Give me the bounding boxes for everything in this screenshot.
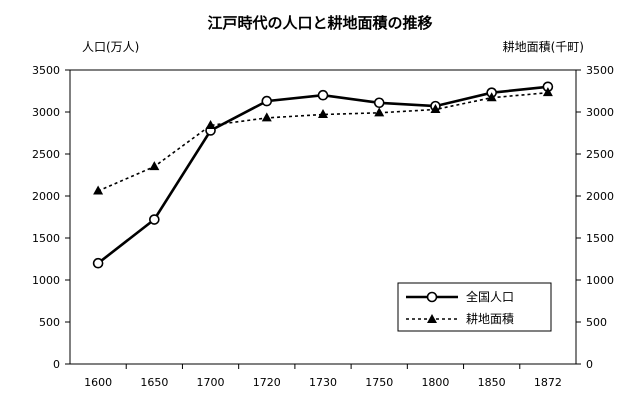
point-population [149,214,160,225]
right-axis: 0 500 1000 1500 2000 2500 3000 3500 [576,64,614,371]
point-farmland [149,161,160,171]
right-tick-label: 2000 [586,190,614,203]
left-tick-label: 1500 [32,232,60,245]
left-tick-label: 0 [53,358,60,371]
right-tick-label: 2500 [586,148,614,161]
point-farmland [430,103,441,113]
left-axis: 0 500 1000 1500 2000 2500 3000 3500 [32,64,70,371]
left-tick-label: 1000 [32,274,60,287]
point-farmland [205,119,216,129]
x-tick-label: 1730 [309,376,337,389]
point-farmland [318,109,328,119]
point-population [317,89,329,101]
chart-title: 江戸時代の人口と耕地面積の推移 [207,14,432,32]
left-tick-label: 2000 [32,190,60,203]
point-population [373,97,385,109]
point-farmland [486,92,497,102]
right-tick-label: 1500 [586,232,614,245]
left-tick-label: 3500 [32,64,60,77]
x-axis: 1600 1650 1700 1720 1730 1750 1800 1850 1872 [84,364,562,389]
series-line-farmland [97,91,548,192]
x-tick-label: 1850 [478,376,506,389]
series-layer [92,81,554,269]
legend: 全国人口 耕地面積 [397,282,552,332]
legend-label-farmland: 耕地面積 [466,311,514,326]
legend-box [397,282,552,332]
x-tick-label: 1872 [534,376,562,389]
point-population [92,257,104,269]
point-population [261,95,273,107]
legend-label-population: 全国人口 [466,289,514,304]
right-tick-label: 3000 [586,106,614,119]
left-tick-label: 500 [39,316,60,329]
x-tick-label: 1750 [365,376,393,389]
plot-area [69,69,577,365]
right-tick-label: 1000 [586,274,614,287]
left-axis-title: 人口(万人) [82,40,139,54]
point-farmland [261,112,272,122]
x-tick-label: 1720 [253,376,281,389]
right-tick-label: 3500 [586,64,614,77]
legend-marker-population [426,291,438,303]
right-axis-title: 耕地面積(千町) [503,39,584,54]
right-tick-label: 500 [586,316,607,329]
left-tick-label: 2500 [32,148,60,161]
x-tick-label: 1700 [197,376,225,389]
legend-marker-farmland [427,314,437,323]
point-farmland [93,185,104,195]
x-tick-label: 1650 [140,376,168,389]
x-tick-label: 1600 [84,376,112,389]
right-tick-label: 0 [586,358,593,371]
left-tick-label: 3000 [32,106,60,119]
x-tick-label: 1800 [421,376,449,389]
point-farmland [542,87,553,97]
point-farmland [374,107,385,117]
